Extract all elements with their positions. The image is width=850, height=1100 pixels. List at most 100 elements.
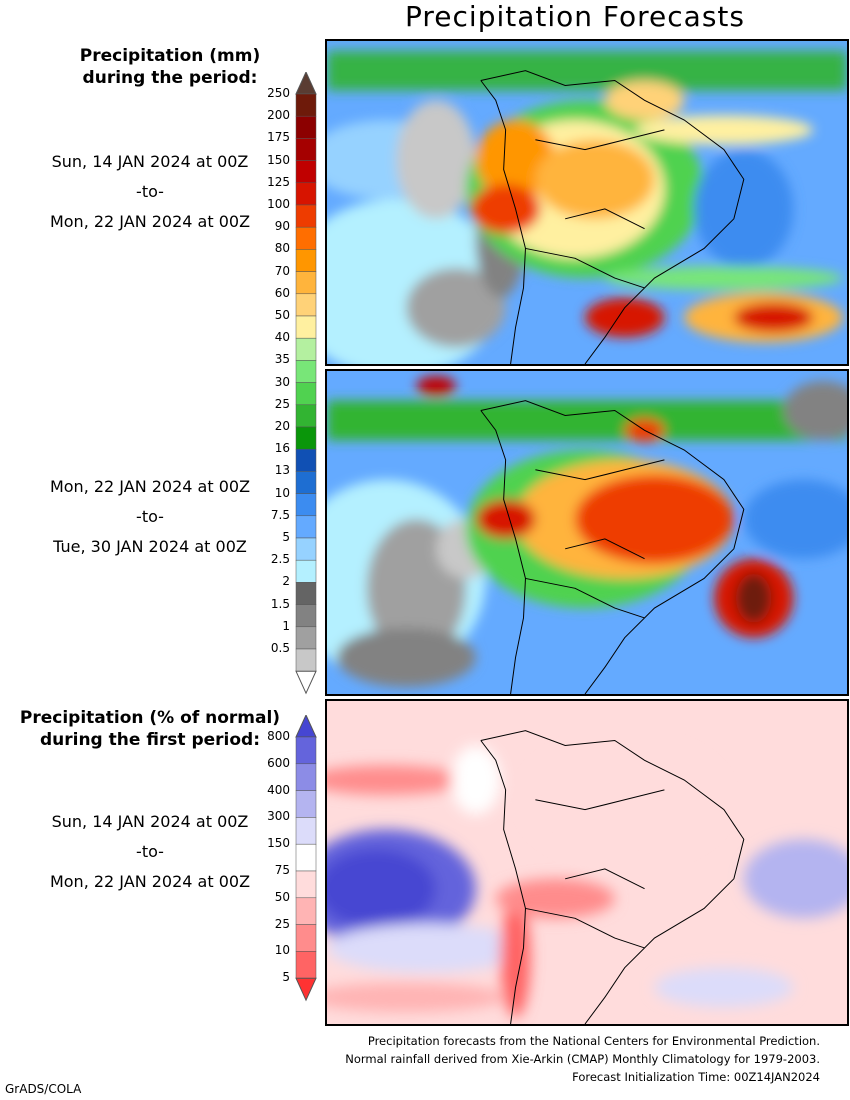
precip-colorbar-bar — [295, 72, 317, 695]
colorbar-segment — [295, 315, 317, 339]
colorbar-tick-label: 40 — [274, 330, 290, 345]
colorbar-segment — [295, 736, 317, 765]
precip-heading-line1: Precipitation (mm) — [79, 46, 261, 66]
colorbar-tick-label: 75 — [274, 863, 290, 877]
colorbar-tick-label: 5 — [282, 530, 290, 544]
colorbar-bottom-arrow — [295, 670, 317, 695]
colorbar-segment — [295, 493, 317, 517]
colorbar-segment — [295, 337, 317, 361]
colorbar-segment — [295, 870, 317, 899]
colorbar-tick-label: 125 — [267, 174, 290, 189]
colorbar-segment — [295, 515, 317, 539]
period3-end: Mon, 22 JAN 2024 at 00Z — [49, 872, 251, 891]
pct-heading: Precipitation (% of normal) during the f… — [0, 707, 300, 751]
colorbar-bottom-arrow — [295, 977, 317, 1002]
precip-heading-line2: during the period: — [82, 68, 258, 88]
colorbar-segment — [295, 763, 317, 791]
period1-start: Sun, 14 JAN 2024 at 00Z — [51, 152, 249, 171]
colorbar-tick-label: 5 — [282, 970, 290, 985]
colorbar-segment — [295, 182, 317, 206]
colorbar-segment — [295, 559, 317, 583]
colorbar-tick-label: 70 — [274, 263, 290, 278]
footer-line1: Precipitation forecasts from the Nationa… — [367, 1034, 820, 1048]
colorbar-tick-label: 50 — [274, 889, 290, 904]
colorbar-segment — [295, 204, 317, 228]
pct-heading-line2: during the first period: — [39, 730, 261, 750]
colorbar-tick-label: 16 — [274, 441, 290, 456]
colorbar-tick-label: 1.5 — [270, 596, 290, 611]
precip-colorbar: 250 200 175 150 125 100 90 80 70 60 50 40 35 30 25 20 16… — [250, 72, 320, 695]
colorbar-segment — [295, 448, 317, 472]
colorbar-tick-label: 200 — [267, 108, 290, 123]
colorbar-segment — [295, 404, 317, 428]
colorbar-segment — [295, 93, 317, 117]
colorbar-segment — [295, 115, 317, 139]
colorbar-tick-label: 80 — [274, 241, 290, 256]
colorbar-segment — [295, 160, 317, 184]
colorbar-segment — [295, 271, 317, 295]
colorbar-top-arrow — [295, 72, 317, 95]
colorbar-tick-label: 800 — [267, 729, 290, 743]
colorbar-tick-label: 50 — [274, 308, 290, 322]
colorbar-tick-label: 175 — [267, 130, 290, 145]
pct-colorbar-bar — [295, 715, 317, 1002]
footer-notes: Precipitation forecasts from the Nationa… — [345, 1032, 820, 1086]
colorbar-tick-label: 13 — [274, 463, 290, 478]
colorbar-tick-label: 90 — [274, 219, 290, 234]
period2-start: Mon, 22 JAN 2024 at 00Z — [49, 477, 251, 496]
footer-line2: Normal rainfall derived from Xie-Arkin (… — [345, 1052, 820, 1066]
colorbar-segment — [295, 249, 317, 272]
colorbar-segment — [295, 382, 317, 406]
pct-heading-line1: Precipitation (% of normal) — [19, 708, 281, 728]
period3-to: -to- — [136, 842, 164, 861]
colorbar-tick-label: 20 — [274, 419, 290, 433]
colorbar-segment — [295, 648, 317, 672]
period1-to: -to- — [136, 182, 164, 201]
colorbar-segment — [295, 138, 317, 161]
colorbar-segment — [295, 293, 317, 317]
precip-heading: Precipitation (mm) during the period: — [20, 45, 320, 89]
footer-line3: Forecast Initialization Time: 00Z14JAN20… — [572, 1070, 820, 1084]
colorbar-tick-label: 10 — [274, 485, 290, 500]
page-title: Precipitation Forecasts — [405, 0, 745, 33]
colorbar-segment — [295, 226, 317, 250]
colorbar-tick-label: 150 — [267, 836, 290, 851]
precip-map-week1 — [325, 39, 849, 366]
colorbar-tick-label: 35 — [274, 352, 290, 367]
period2-to: -to- — [136, 507, 164, 526]
percent-colorbar: 800 600 400 300 150 75 50 25 10 5 — [250, 715, 320, 1015]
colorbar-tick-label: 30 — [274, 374, 290, 389]
colorbar-tick-label: 1 — [282, 618, 290, 633]
colorbar-tick-label: 10 — [274, 943, 290, 958]
colorbar-segment — [295, 626, 317, 650]
colorbar-tick-label: 60 — [274, 285, 290, 300]
colorbar-tick-label: 100 — [267, 197, 290, 211]
colorbar-tick-label: 25 — [274, 916, 290, 931]
colorbar-tick-label: 2 — [282, 574, 290, 589]
precip-map-week2 — [325, 369, 849, 696]
colorbar-tick-label: 7.5 — [270, 507, 290, 522]
colorbar-segment — [295, 951, 317, 979]
percent-normal-map — [325, 699, 849, 1026]
colorbar-tick-label: 300 — [267, 809, 290, 824]
colorbar-top-arrow — [295, 715, 317, 738]
colorbar-tick-label: 250 — [267, 86, 290, 100]
period3-start: Sun, 14 JAN 2024 at 00Z — [51, 812, 249, 831]
colorbar-segment — [295, 582, 317, 605]
colorbar-tick-label: 2.5 — [270, 552, 290, 567]
colorbar-tick-label: 150 — [267, 152, 290, 167]
colorbar-tick-label: 25 — [274, 396, 290, 411]
colorbar-tick-label: 600 — [267, 755, 290, 770]
colorbar-segment — [295, 817, 317, 845]
colorbar-segment — [295, 790, 317, 818]
colorbar-segment — [295, 426, 317, 450]
colorbar-segment — [295, 604, 317, 628]
colorbar-segment — [295, 924, 317, 952]
colorbar-segment — [295, 843, 317, 872]
period1-end: Mon, 22 JAN 2024 at 00Z — [49, 212, 251, 231]
colorbar-segment — [295, 537, 317, 561]
colorbar-segment — [295, 471, 317, 494]
colorbar-segment — [295, 897, 317, 925]
colorbar-tick-label: 400 — [267, 782, 290, 797]
colorbar-segment — [295, 360, 317, 383]
